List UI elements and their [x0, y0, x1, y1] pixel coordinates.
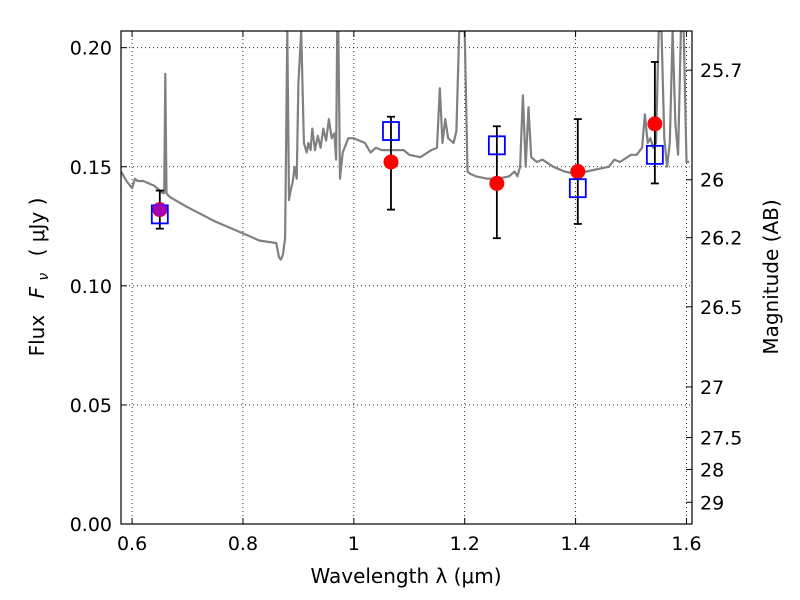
grid-lines: [121, 31, 692, 525]
mag-tick-label-0: 25.7: [700, 60, 742, 82]
y-tick-label-1: 0.05: [70, 395, 112, 417]
svg-text:Flux F ν ( μ: Flux F ν ( μJy ): [25, 198, 53, 357]
y-axis-label-units: ( μJy ): [25, 198, 49, 257]
model-point-4: [645, 144, 664, 165]
observed-point-3: [570, 164, 586, 180]
mag-tick-label-4: 27: [700, 377, 724, 399]
observed-point-2: [489, 175, 505, 191]
y-tick-label-2: 0.10: [70, 276, 112, 298]
error-bars: [155, 61, 659, 240]
mag-tick-label-7: 29: [700, 492, 724, 514]
model-point-1: [382, 121, 400, 141]
observed-point-4: [647, 116, 663, 132]
y-tick-label-0: 0.00: [70, 514, 112, 536]
plot-frame: [120, 30, 693, 525]
x-tick-label-4: 1.4: [560, 533, 590, 555]
x-tick-label-0: 0.6: [117, 533, 147, 555]
mag-tick-label-2: 26.2: [700, 228, 742, 250]
mag-tick-label-6: 28: [700, 459, 724, 481]
model-spectrum: [121, 31, 690, 261]
y-axis-label-symbol: F: [25, 286, 49, 298]
mag-tick-label-1: 26: [700, 170, 724, 192]
mag-tick-label-3: 26.5: [700, 297, 742, 319]
mag-tick-label-5: 27.5: [700, 428, 742, 450]
magnitude-axis-ticks: 25.7 26 26.2 26.5 27 27.5 28 29: [686, 60, 742, 514]
x-axis-ticks: 0.6 0.8 1 1.2 1.4 1.6: [117, 31, 702, 555]
model-point-2: [487, 135, 506, 156]
y-axis-label: Flux F ν ( μJy ): [25, 198, 53, 357]
y-tick-label-4: 0.20: [70, 38, 112, 60]
x-tick-label-5: 1.6: [671, 533, 701, 555]
model-points: [150, 121, 664, 225]
x-tick-label-2: 1: [348, 533, 360, 555]
y2-axis-label: Magnitude (AB): [759, 199, 783, 354]
observed-point-1: [383, 154, 399, 170]
y-axis-label-prefix: Flux: [25, 315, 49, 357]
x-tick-label-3: 1.2: [450, 533, 480, 555]
highlight-point: [152, 202, 167, 217]
x-axis-label: Wavelength λ (μm): [310, 564, 501, 588]
model-point-3: [568, 178, 587, 199]
x-tick-label-1: 0.8: [228, 533, 258, 555]
spectrum-line: [121, 31, 690, 261]
y-axis-label-subscript: ν: [36, 273, 52, 281]
y-axis-ticks: 0.00 0.05 0.10 0.15 0.20: [70, 38, 127, 536]
y-tick-label-3: 0.15: [70, 157, 112, 179]
